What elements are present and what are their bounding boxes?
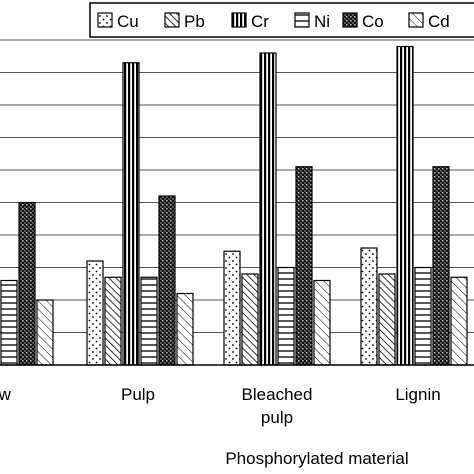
bar-cd-0 — [36, 299, 54, 366]
bar-co-1 — [158, 195, 176, 366]
bar-co-2 — [295, 166, 313, 366]
bars — [0, 45, 468, 366]
legend-swatch-ni — [294, 12, 310, 28]
category-label: Pulp — [121, 385, 155, 404]
bar-ni-1 — [140, 276, 158, 366]
bar-cd-3 — [450, 276, 468, 366]
bar-cu-2 — [223, 250, 241, 366]
bar-co-3 — [432, 166, 450, 366]
legend-swatch-co — [342, 12, 358, 28]
bar-cr-1 — [122, 62, 140, 366]
bar-ni-3 — [414, 266, 432, 366]
legend: Cu Pb Cr Ni Co Cd — [89, 2, 474, 38]
bar-ni-0 — [0, 279, 18, 366]
bar-pb-1 — [104, 276, 122, 366]
x-axis-title: Phosphorylated material — [225, 449, 408, 468]
legend-label-cr: Cr — [251, 12, 269, 31]
legend-swatch-pb — [164, 12, 180, 28]
legend-label-co: Co — [362, 12, 384, 31]
category-labels: aw Pulp Bleached pulp Lignin — [0, 385, 441, 427]
category-label: Bleached — [242, 385, 313, 404]
bar-pb-3 — [378, 273, 396, 366]
legend-swatch-cr — [231, 12, 247, 28]
bar-cd-1 — [176, 292, 194, 366]
grid — [0, 39, 474, 333]
legend-label-pb: Pb — [184, 12, 205, 31]
bar-co-0 — [18, 201, 36, 366]
legend-label-cu: Cu — [117, 12, 139, 31]
category-label: aw — [0, 385, 12, 404]
bar-ni-2 — [277, 266, 295, 366]
bar-cr-2 — [259, 52, 277, 366]
legend-label-ni: Ni — [314, 12, 330, 31]
bar-cu-1 — [86, 260, 104, 366]
legend-label-cd: Cd — [428, 12, 450, 31]
bar-cr-3 — [396, 45, 414, 366]
legend-swatch-cu — [97, 12, 113, 28]
legend-swatch-cd — [408, 12, 424, 28]
bar-cd-2 — [313, 279, 331, 366]
bar-pb-2 — [241, 273, 259, 366]
category-label: pulp — [261, 408, 293, 427]
bar-cu-3 — [360, 247, 378, 366]
category-label: Lignin — [395, 385, 440, 404]
